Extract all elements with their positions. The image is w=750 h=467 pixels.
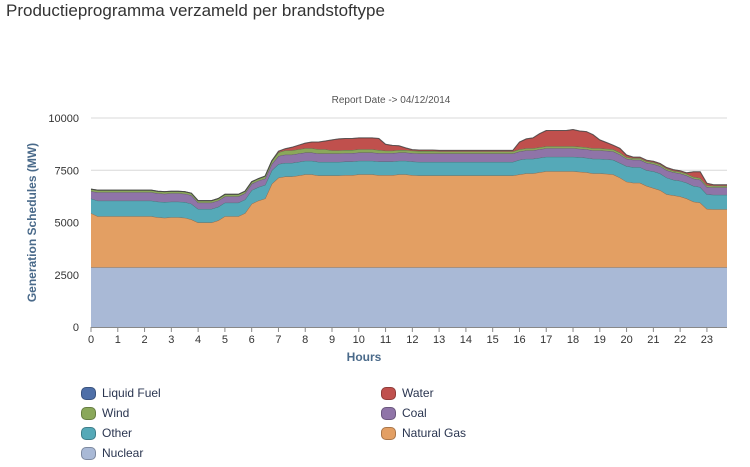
legend-item-liquid-fuel[interactable]: Liquid Fuel <box>81 386 161 400</box>
x-tick-label: 20 <box>620 334 632 346</box>
y-tick-label: 7500 <box>55 165 79 177</box>
x-tick-label: 1 <box>115 334 121 346</box>
legend-item-water[interactable]: Water <box>381 386 434 400</box>
area-other <box>91 156 727 223</box>
y-tick-label: 5000 <box>55 218 79 230</box>
x-tick-label: 11 <box>380 334 391 346</box>
x-tick-label: 2 <box>141 334 147 346</box>
x-tick-label: 9 <box>329 334 335 346</box>
x-tick-label: 19 <box>594 334 606 346</box>
x-tick-label: 13 <box>433 334 445 346</box>
area-coal <box>91 148 727 209</box>
x-tick-label: 6 <box>249 334 255 346</box>
x-tick-label: 8 <box>302 334 308 346</box>
legend-label: Nuclear <box>102 446 144 460</box>
x-tick-label: 18 <box>567 334 579 346</box>
legend-swatch <box>381 426 396 440</box>
page-title: Productieprogramma verzameld per brandst… <box>6 1 385 20</box>
x-tick-label: 5 <box>222 334 228 346</box>
y-tick-label: 0 <box>73 322 79 334</box>
x-tick-label: 0 <box>88 334 94 346</box>
y-tick-label: 10000 <box>48 113 79 125</box>
x-tick-label: 15 <box>487 334 499 346</box>
y-tick-label: 2500 <box>55 270 79 282</box>
x-tick-label: 12 <box>406 334 418 346</box>
legend-swatch <box>81 426 96 440</box>
area-nuclear <box>91 267 727 327</box>
legend-item-wind[interactable]: Wind <box>81 406 129 420</box>
legend-label: Liquid Fuel <box>102 386 161 400</box>
x-tick-label: 22 <box>674 334 686 346</box>
legend-item-natural-gas[interactable]: Natural Gas <box>381 426 466 440</box>
chart-subtitle: Report Date -> 04/12/2014 <box>332 95 451 106</box>
legend-label: Natural Gas <box>402 426 467 440</box>
x-tick-label: 17 <box>540 334 552 346</box>
x-tick-label: 23 <box>701 334 713 346</box>
x-tick-label: 10 <box>353 334 365 346</box>
legend-item-other[interactable]: Other <box>81 426 132 440</box>
x-tick-label: 14 <box>460 334 472 346</box>
legend-swatch <box>81 406 96 420</box>
legend-item-nuclear[interactable]: Nuclear <box>81 446 143 460</box>
legend-swatch <box>81 386 96 400</box>
legend-label: Other <box>102 426 133 440</box>
x-axis-title: Hours <box>347 350 382 364</box>
line-liquid-fuel <box>90 128 727 202</box>
x-tick-label: 3 <box>168 334 174 346</box>
x-tick-label: 21 <box>647 334 659 346</box>
legend-swatch <box>81 446 96 460</box>
legend-label: Water <box>402 386 434 400</box>
legend-swatch <box>381 386 396 400</box>
x-tick-label: 4 <box>195 334 201 346</box>
y-axis-title: Generation Schedules (MW) <box>25 143 39 302</box>
x-tick-label: 16 <box>513 334 525 346</box>
x-tick-label: 7 <box>275 334 281 346</box>
legend-label: Coal <box>402 406 427 420</box>
legend-label: Wind <box>102 406 130 420</box>
legend-item-coal[interactable]: Coal <box>381 406 427 420</box>
area-natural-gas <box>91 171 727 268</box>
legend-swatch <box>381 406 396 420</box>
